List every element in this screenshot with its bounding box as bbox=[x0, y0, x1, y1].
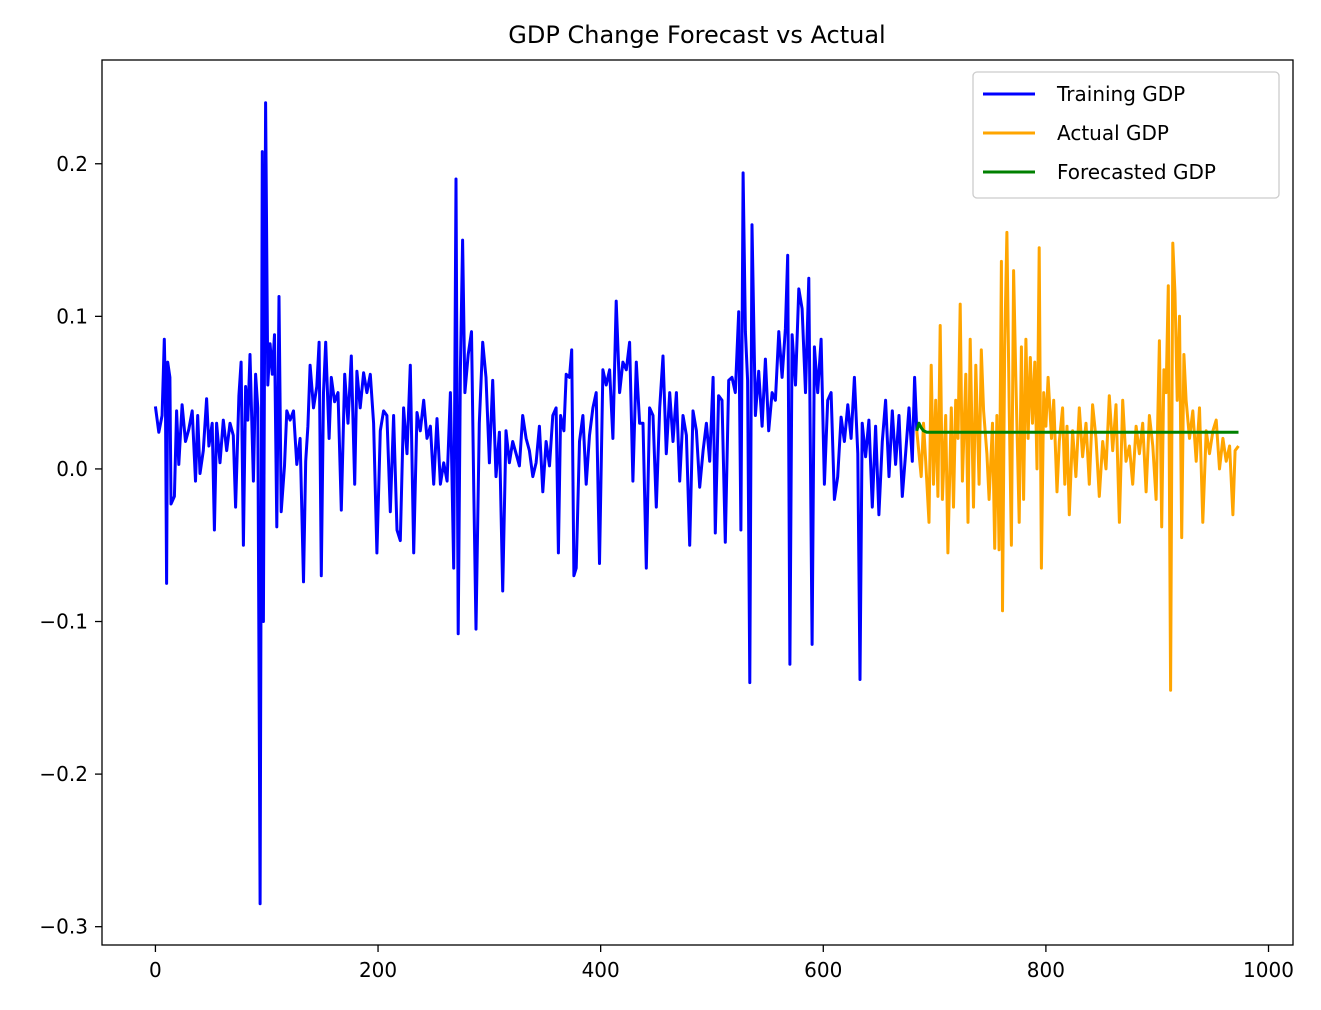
series-line-2 bbox=[915, 421, 1239, 434]
series-line-0 bbox=[153, 101, 919, 906]
legend-label-1: Actual GDP bbox=[1057, 121, 1169, 145]
series-layer bbox=[153, 101, 1240, 906]
y-tick-label: 0.2 bbox=[56, 152, 88, 176]
x-axis: 0 200 400 600 800 1000 bbox=[149, 945, 1294, 982]
y-axis: −0.3 −0.2 −0.1 0.0 0.1 0.2 bbox=[39, 152, 102, 939]
legend: Training GDP Actual GDP Forecasted GDP bbox=[972, 71, 1280, 199]
y-tick-label: −0.3 bbox=[39, 915, 88, 939]
y-tick-label: −0.2 bbox=[39, 762, 88, 786]
legend-label-0: Training GDP bbox=[1056, 82, 1185, 106]
x-tick-label: 400 bbox=[582, 958, 620, 982]
y-tick-label: 0.0 bbox=[56, 457, 88, 481]
y-tick-label: −0.1 bbox=[39, 610, 88, 634]
series-line-1 bbox=[915, 230, 1240, 692]
x-tick-label: 200 bbox=[359, 958, 397, 982]
plot-frame bbox=[101, 59, 1294, 946]
x-tick-label: 0 bbox=[149, 958, 162, 982]
x-tick-label: 600 bbox=[804, 958, 842, 982]
legend-box bbox=[972, 71, 1280, 199]
x-tick-label: 1000 bbox=[1243, 958, 1294, 982]
legend-label-2: Forecasted GDP bbox=[1057, 160, 1216, 184]
x-tick-label: 800 bbox=[1027, 958, 1065, 982]
chart-title: GDP Change Forecast vs Actual bbox=[508, 21, 885, 49]
y-tick-label: 0.1 bbox=[56, 304, 88, 328]
